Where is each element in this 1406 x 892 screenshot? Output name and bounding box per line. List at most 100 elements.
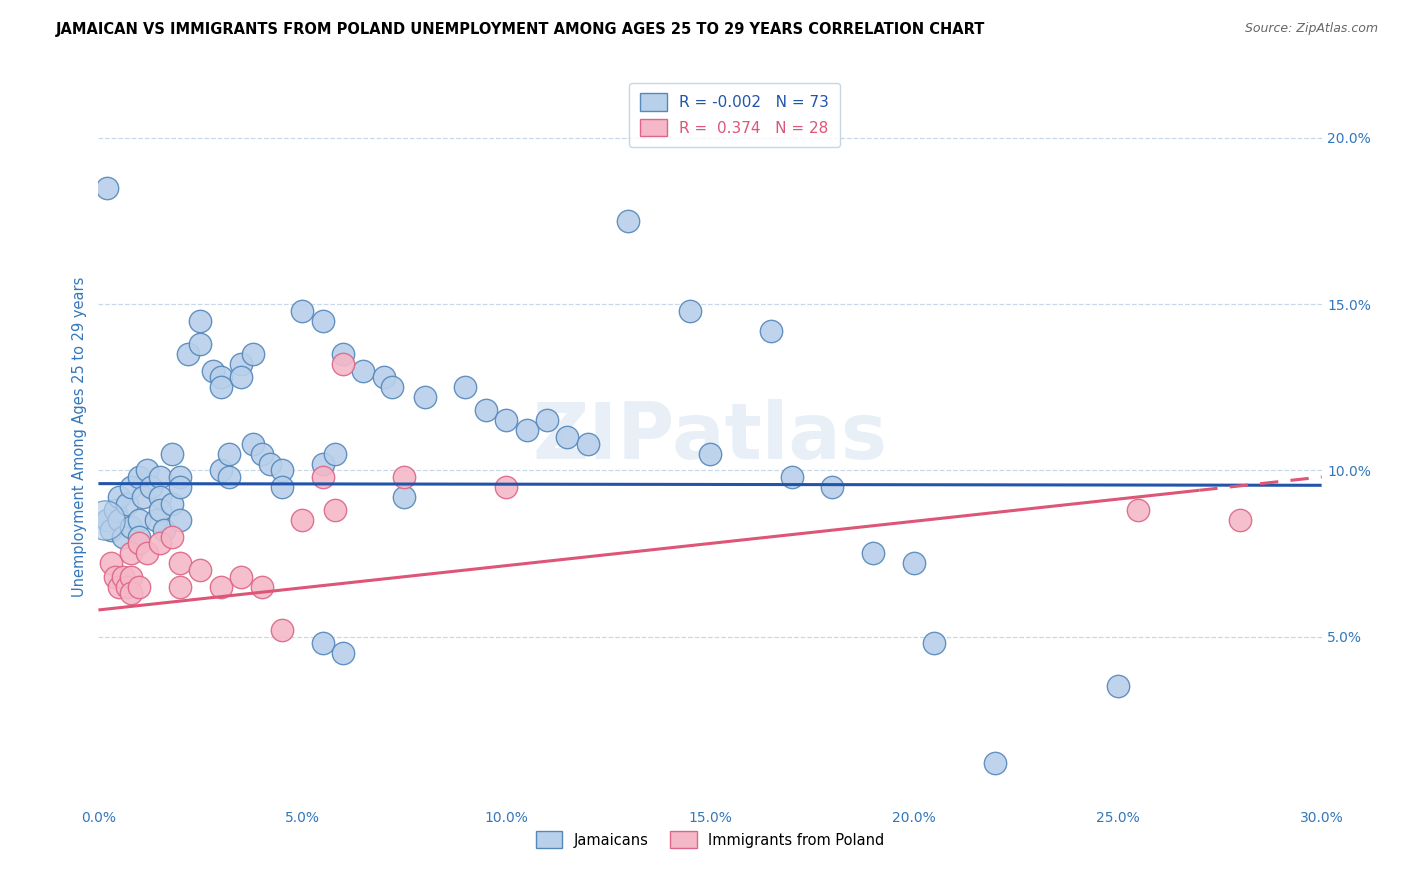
Point [188, 314, 212, 328]
Point [984, 756, 1007, 770]
Point [120, 586, 142, 600]
Point [312, 470, 335, 484]
Point [242, 436, 264, 450]
Point [209, 370, 232, 384]
Point [699, 447, 721, 461]
Point [922, 636, 945, 650]
Point [759, 324, 782, 338]
Point [291, 303, 314, 318]
Point [160, 497, 183, 511]
Point [177, 347, 200, 361]
Point [132, 490, 155, 504]
Point [312, 457, 335, 471]
Point [149, 503, 172, 517]
Point [332, 646, 354, 660]
Point [136, 463, 159, 477]
Point [576, 436, 599, 450]
Point [169, 470, 191, 484]
Point [152, 523, 174, 537]
Point [413, 390, 436, 404]
Point [617, 214, 640, 228]
Point [96, 180, 118, 194]
Point [160, 530, 183, 544]
Point [332, 347, 354, 361]
Point [115, 497, 138, 511]
Point [270, 623, 294, 637]
Point [495, 413, 517, 427]
Point [291, 513, 314, 527]
Point [312, 314, 335, 328]
Point [93, 513, 115, 527]
Point [250, 447, 273, 461]
Point [903, 557, 925, 571]
Point [536, 413, 558, 427]
Point [323, 503, 346, 517]
Point [381, 380, 404, 394]
Point [392, 470, 416, 484]
Point [120, 480, 142, 494]
Point [1128, 503, 1150, 517]
Point [201, 363, 224, 377]
Point [821, 480, 844, 494]
Point [120, 546, 142, 560]
Point [250, 580, 273, 594]
Point [149, 470, 172, 484]
Point [128, 536, 150, 550]
Point [108, 490, 131, 504]
Point [1107, 680, 1129, 694]
Legend: Jamaicans, Immigrants from Poland: Jamaicans, Immigrants from Poland [530, 825, 890, 854]
Point [96, 513, 118, 527]
Point [516, 424, 538, 438]
Point [270, 480, 294, 494]
Point [392, 490, 416, 504]
Point [862, 546, 884, 560]
Point [145, 513, 167, 527]
Point [495, 480, 517, 494]
Point [108, 580, 131, 594]
Point [780, 470, 803, 484]
Point [323, 447, 346, 461]
Point [169, 557, 191, 571]
Point [454, 380, 477, 394]
Point [120, 520, 142, 534]
Point [231, 370, 253, 384]
Text: JAMAICAN VS IMMIGRANTS FROM POLAND UNEMPLOYMENT AMONG AGES 25 TO 29 YEARS CORREL: JAMAICAN VS IMMIGRANTS FROM POLAND UNEMP… [56, 22, 986, 37]
Point [188, 337, 212, 351]
Point [128, 580, 150, 594]
Point [209, 380, 232, 394]
Point [270, 463, 294, 477]
Point [111, 570, 134, 584]
Point [169, 580, 191, 594]
Point [332, 357, 354, 371]
Point [104, 503, 127, 517]
Point [1229, 513, 1251, 527]
Point [474, 403, 498, 417]
Point [108, 513, 131, 527]
Point [242, 347, 264, 361]
Point [128, 530, 150, 544]
Point [259, 457, 281, 471]
Point [312, 636, 335, 650]
Point [160, 447, 183, 461]
Point [169, 513, 191, 527]
Point [679, 303, 702, 318]
Text: Source: ZipAtlas.com: Source: ZipAtlas.com [1244, 22, 1378, 36]
Point [120, 570, 142, 584]
Point [136, 546, 159, 560]
Point [373, 370, 395, 384]
Point [111, 530, 134, 544]
Point [231, 570, 253, 584]
Point [555, 430, 579, 444]
Point [141, 480, 163, 494]
Point [218, 447, 240, 461]
Point [218, 470, 240, 484]
Y-axis label: Unemployment Among Ages 25 to 29 years: Unemployment Among Ages 25 to 29 years [72, 277, 87, 598]
Point [209, 580, 232, 594]
Point [115, 580, 138, 594]
Point [104, 570, 127, 584]
Point [352, 363, 374, 377]
Point [128, 470, 150, 484]
Point [100, 557, 122, 571]
Point [188, 563, 212, 577]
Point [209, 463, 232, 477]
